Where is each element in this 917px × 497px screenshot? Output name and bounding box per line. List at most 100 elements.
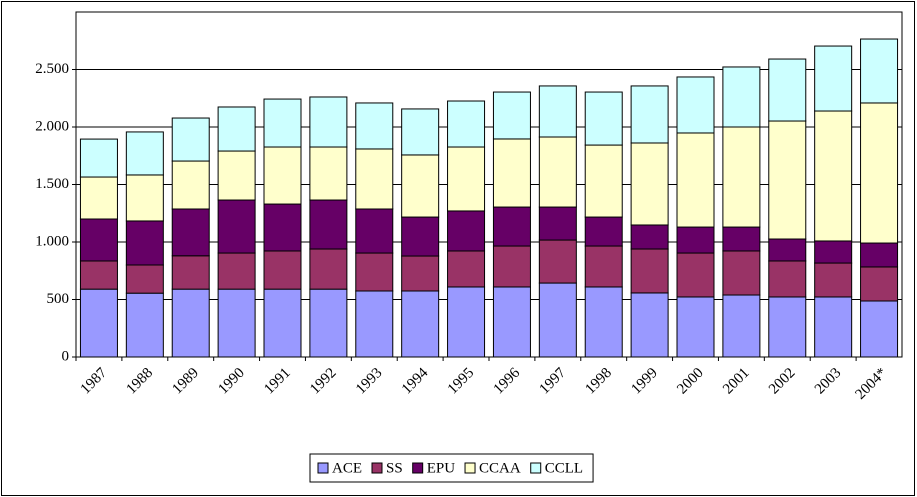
bar-segment (676, 132, 715, 228)
bar-segment (309, 248, 348, 290)
bar-segment (401, 216, 440, 257)
bar-segment (125, 174, 164, 222)
bar-segment (538, 85, 577, 138)
bar-segment (217, 288, 256, 358)
bar-segment (538, 239, 577, 284)
bar-segment (492, 286, 531, 358)
bar-segment (171, 208, 210, 257)
bar-segment (447, 100, 486, 148)
legend-label: ACE (332, 460, 362, 476)
bar-segment (355, 290, 394, 358)
bar-segment (125, 220, 164, 266)
bar-segment (584, 286, 623, 358)
bar-segment (630, 142, 669, 226)
bar-segment (768, 58, 807, 122)
bar-segment (79, 288, 118, 358)
bar-segment (171, 288, 210, 358)
bar-segment (263, 98, 302, 148)
bar-segment (722, 294, 761, 358)
bar-segment (217, 252, 256, 290)
bar-segment (630, 248, 669, 294)
bar-segment (584, 91, 623, 146)
bar-segment (676, 252, 715, 298)
bar-segment (447, 286, 486, 358)
bar-segment (401, 154, 440, 218)
bar-segment (447, 250, 486, 288)
bar-segment (355, 148, 394, 210)
bar-segment (263, 250, 302, 290)
bar-segment (263, 146, 302, 205)
bar-segment (814, 45, 853, 112)
bar-segment (538, 282, 577, 358)
bar-segment (860, 300, 899, 358)
legend-label: SS (386, 460, 403, 476)
bar-segment (79, 138, 118, 178)
bar-segment (860, 38, 899, 104)
legend-label: EPU (427, 460, 456, 476)
bar-segment (263, 288, 302, 358)
bar-segment (538, 206, 577, 241)
legend: ACE SS EPU CCAA CCLL (309, 453, 594, 483)
legend-swatch (317, 462, 329, 474)
bar-segment (217, 150, 256, 201)
bar-segment (79, 176, 118, 220)
bar-segment (79, 218, 118, 262)
bar-segment (217, 199, 256, 254)
bar-segment (768, 120, 807, 240)
legend-swatch (530, 462, 542, 474)
bar-segment (584, 144, 623, 218)
bar-segment (722, 126, 761, 228)
bar-segment (355, 208, 394, 254)
bar-segment (401, 108, 440, 156)
bar-segment (217, 106, 256, 152)
legend-box (309, 453, 594, 483)
y-tick-label: 2.500 (35, 61, 69, 77)
bar-segment (584, 216, 623, 247)
bar-segment (309, 288, 348, 358)
legend-label: CCAA (479, 460, 521, 476)
bar-segment (860, 266, 899, 302)
bar-segment (814, 262, 853, 298)
bar-segment (768, 296, 807, 358)
y-tick-label: 1.000 (35, 233, 69, 249)
bar-segment (768, 260, 807, 298)
bar-segment (401, 255, 440, 292)
bar-segment (171, 160, 210, 210)
bar-segment (492, 245, 531, 288)
bar-segment (125, 292, 164, 358)
bar-segment (309, 146, 348, 201)
bar-segment (447, 146, 486, 212)
bar-segment (768, 238, 807, 262)
y-tick-label: 2.000 (35, 118, 69, 134)
legend-swatch (412, 462, 424, 474)
bar-segment (814, 110, 853, 242)
y-tick-label: 1.500 (35, 176, 69, 192)
bar-segment (814, 240, 853, 264)
bar-segment (79, 260, 118, 290)
bar-segment (676, 296, 715, 358)
bar-segment (722, 66, 761, 128)
bar-segment (309, 96, 348, 148)
bar-segment (171, 255, 210, 290)
bar-segment (860, 102, 899, 244)
y-tick-label: 0 (62, 348, 70, 364)
y-tick-label: 500 (47, 291, 70, 307)
bar-segment (538, 136, 577, 208)
bar-segment (125, 264, 164, 294)
legend-label: CCLL (545, 460, 583, 476)
bar-segment (171, 117, 210, 162)
bar-segment (355, 252, 394, 292)
bar-segment (263, 203, 302, 252)
bar-segment (676, 226, 715, 254)
bar-segment (492, 138, 531, 208)
bar-segment (492, 206, 531, 247)
bar-segment (492, 91, 531, 140)
legend-swatch (371, 462, 383, 474)
bar-segment (309, 199, 348, 250)
bar-segment (722, 226, 761, 252)
bar-segment (401, 290, 440, 358)
bar-segment (584, 245, 623, 288)
bar-segment (630, 85, 669, 144)
bar-segment (814, 296, 853, 358)
